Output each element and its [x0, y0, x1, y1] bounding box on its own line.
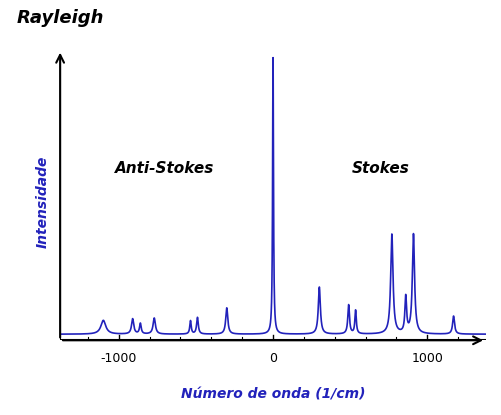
Text: -1000: -1000: [101, 352, 137, 365]
Text: Stokes: Stokes: [352, 161, 410, 176]
Text: Rayleigh: Rayleigh: [17, 9, 104, 27]
Text: 0: 0: [269, 352, 277, 365]
Text: 1000: 1000: [411, 352, 443, 365]
Text: Número de onda (1/cm): Número de onda (1/cm): [181, 387, 365, 401]
Text: Anti-Stokes: Anti-Stokes: [115, 161, 215, 176]
Text: Intensidade: Intensidade: [36, 156, 50, 248]
